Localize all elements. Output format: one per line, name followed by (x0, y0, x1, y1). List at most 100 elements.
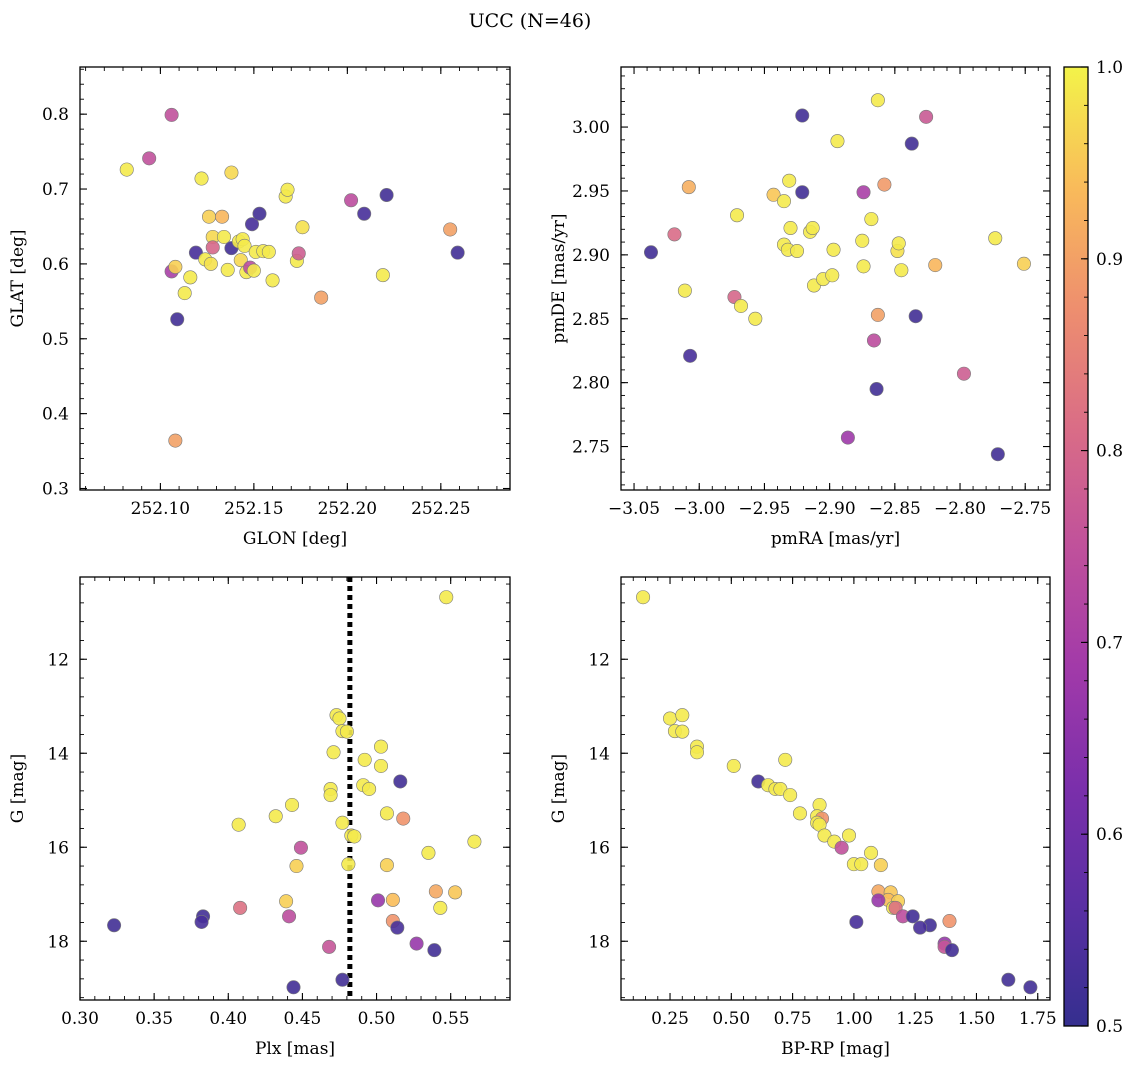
panel-plx-g: 0.30 0.35 0.40 0.45 0.50 0.55 12 14 16 18 Plx [ma… (8, 576, 511, 1059)
axes-frame (620, 66, 1051, 491)
x-tick-label: 252.25 (411, 499, 470, 519)
data-point (373, 739, 388, 754)
data-point (216, 229, 231, 244)
data-point (194, 914, 209, 929)
x-tick-label: −3.05 (608, 499, 660, 519)
panel-bprp-g: 0.25 0.50 0.75 1.00 1.25 1.50 1.75 12 14 16 18 BP-… (549, 576, 1057, 1059)
data-point (285, 797, 300, 812)
data-point (783, 221, 798, 236)
x-tick-label: 1.25 (896, 1009, 934, 1029)
y-axis-label: pmDE [mas/yr] (549, 213, 569, 343)
data-point (871, 893, 886, 908)
data-point (855, 233, 870, 248)
x-axis-label: BP-RP [mag] (781, 1039, 890, 1059)
y-axis-label: G [mag] (8, 754, 28, 823)
x-tick-label: 252.20 (318, 499, 377, 519)
data-point (177, 286, 192, 301)
data-point (428, 884, 443, 899)
data-point (183, 270, 198, 285)
panel-glon-glat: 252.10 252.15 252.20 252.25 0.3 0.4 0.5 0.6 0.7 0… (8, 66, 511, 549)
data-point (107, 918, 122, 933)
data-point (261, 244, 276, 259)
data-point (913, 920, 928, 935)
data-point (778, 752, 793, 767)
plot-area: 0.30 0.35 0.40 0.45 0.50 0.55 12 14 16 18 (47, 576, 511, 1029)
data-point (168, 259, 183, 274)
data-point (205, 240, 220, 255)
x-tick-label: −2.85 (869, 499, 921, 519)
x-tick-label: −2.80 (934, 499, 986, 519)
data-point (385, 892, 400, 907)
y-tick-label: 0.8 (42, 105, 69, 125)
data-point (286, 980, 301, 995)
x-tick-label: 0.35 (135, 1009, 173, 1029)
colorbar-tick-label: 0.7 (1096, 633, 1123, 653)
data-point (944, 943, 959, 958)
data-point (766, 187, 781, 202)
data-point (390, 920, 405, 935)
data-point (164, 107, 179, 122)
colorbar-tick-label: 0.9 (1096, 250, 1123, 270)
y-tick-label: 18 (588, 932, 610, 952)
data-point (689, 745, 704, 760)
x-tick-label: 0.25 (651, 1009, 689, 1029)
data-point (928, 258, 943, 273)
data-point (841, 828, 856, 843)
data-point (280, 182, 295, 197)
data-point (202, 209, 217, 224)
data-point (795, 185, 810, 200)
colorbar-gradient (1063, 66, 1089, 1027)
data-point (220, 262, 235, 277)
axes-frame (620, 576, 1051, 1001)
data-point (733, 298, 748, 313)
data-point (467, 834, 482, 849)
x-tick-label: 0.55 (432, 1009, 470, 1029)
data-point (864, 212, 879, 227)
colorbar-tick-label: 0.8 (1096, 442, 1123, 462)
data-point (237, 238, 252, 253)
data-point (840, 430, 855, 445)
data-point (335, 815, 350, 830)
data-point (854, 857, 869, 872)
data-point (289, 859, 304, 874)
data-point (379, 858, 394, 873)
data-point (864, 845, 879, 860)
data-point (203, 256, 218, 271)
x-tick-label: 0.40 (209, 1009, 247, 1029)
data-point (323, 788, 338, 803)
data-point (268, 809, 283, 824)
y-tick-label: 18 (47, 932, 69, 952)
data-point (170, 312, 185, 327)
panel-pmra-pmde: −3.05 −3.00 −2.95 −2.90 −2.85 −2.80 −2.75 2.75 2… (549, 66, 1051, 549)
data-point (233, 253, 248, 268)
data-point (956, 366, 971, 381)
y-tick-label: 14 (47, 744, 69, 764)
data-point (856, 185, 871, 200)
data-point (375, 268, 390, 283)
data-point (379, 806, 394, 821)
data-point (942, 914, 957, 929)
data-point (905, 909, 920, 924)
data-point (421, 845, 436, 860)
x-tick-label: 252.10 (131, 499, 190, 519)
data-point (215, 209, 230, 224)
data-point (990, 447, 1005, 462)
data-point (830, 134, 845, 149)
data-point (293, 840, 308, 855)
x-tick-label: 0.50 (712, 1009, 750, 1029)
x-tick-label: 0.30 (61, 1009, 99, 1029)
data-point (675, 724, 690, 739)
data-point (339, 724, 354, 739)
x-axis-label: Plx [mas] (255, 1039, 335, 1059)
data-point (919, 109, 934, 124)
data-point (357, 752, 372, 767)
data-point (643, 245, 658, 260)
x-axis-label: GLON [deg] (243, 529, 347, 549)
data-point (792, 806, 807, 821)
data-point (168, 433, 183, 448)
data-point (683, 348, 698, 363)
data-point (636, 590, 651, 605)
data-point (795, 108, 810, 123)
colorbar-tick-label: 1.0 (1096, 58, 1123, 78)
